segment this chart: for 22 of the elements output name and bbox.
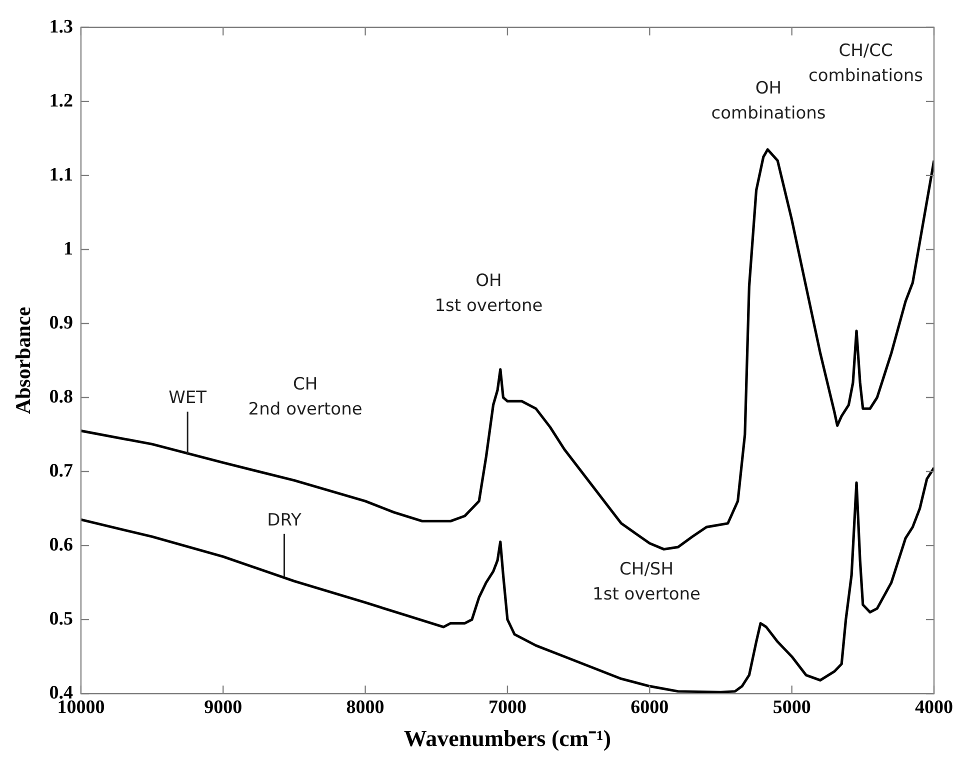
x-axis-title: Wavenumbers (cm⁻¹) xyxy=(404,726,612,752)
annotation: OH 1st overtone xyxy=(434,270,543,316)
annotation: WET xyxy=(168,388,208,408)
y-tick-label: 0.5 xyxy=(49,608,73,630)
annotation: DRY xyxy=(267,510,302,530)
x-tick-label: 4000 xyxy=(915,696,953,718)
annotation: CH/SH 1st overtone xyxy=(592,559,700,604)
x-tick-label: 8000 xyxy=(346,696,384,718)
y-tick-label: 1.3 xyxy=(49,16,73,38)
y-axis-title: Absorbance xyxy=(11,306,36,414)
y-tick-label: 1.2 xyxy=(49,90,73,112)
y-tick-label: 1.1 xyxy=(49,164,73,186)
y-tick-label: 1 xyxy=(63,238,73,260)
x-tick-label: 6000 xyxy=(630,696,669,718)
y-tick-label: 0.9 xyxy=(49,312,73,334)
annotation: CH 2nd overtone xyxy=(248,374,362,420)
x-tick-label: 7000 xyxy=(488,696,526,718)
y-tick-label: 0.8 xyxy=(49,386,73,408)
x-tick-label: 9000 xyxy=(204,696,242,718)
y-tick-label: 0.7 xyxy=(49,460,74,482)
x-tick-label: 5000 xyxy=(772,696,811,718)
y-tick-label: 0.6 xyxy=(49,534,73,556)
